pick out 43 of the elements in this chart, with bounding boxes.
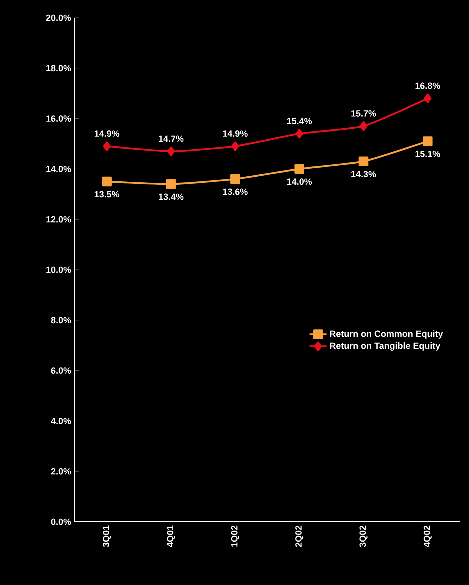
y-tick-label: 2.0%	[51, 468, 72, 475]
point	[358, 156, 369, 167]
data-label: 13.4%	[159, 194, 184, 200]
y-tick-label: 0.0%	[51, 518, 72, 526]
data-label: 13.6%	[223, 188, 248, 196]
y-tick-label: 6.0%	[51, 368, 72, 374]
legend-label: Return on Tangible Equity	[330, 342, 441, 351]
data-label: 14.9%	[94, 130, 120, 138]
x-tick-label: 2Q02	[296, 526, 304, 548]
data-label: 15.4%	[287, 118, 312, 124]
data-label: 13.5%	[94, 191, 120, 198]
x-tick-label: 3Q02	[360, 526, 368, 548]
point	[102, 176, 112, 187]
y-tick-label: 12.0%	[46, 216, 72, 223]
point	[166, 179, 176, 190]
data-label: 15.7%	[352, 110, 376, 117]
data-label: 15.1%	[416, 150, 440, 158]
y-tick-label: 10.0%	[46, 266, 72, 274]
x-tick-label: 4Q01	[167, 526, 176, 548]
point	[360, 121, 368, 132]
y-tick-label: 4.0%	[51, 418, 72, 424]
x-tick-label: 3Q01	[103, 526, 112, 548]
point	[230, 174, 240, 184]
data-label: 14.7%	[159, 136, 184, 142]
y-tick-label: 20.0%	[46, 14, 72, 22]
point	[296, 129, 304, 139]
data-label: 14.3%	[352, 171, 376, 178]
y-tick-label: 16.0%	[46, 116, 72, 122]
x-tick-label: 1Q02	[231, 526, 240, 547]
point	[232, 142, 240, 152]
point	[167, 146, 176, 156]
y-tick-label: 14.0%	[46, 166, 72, 172]
point	[294, 164, 304, 174]
x-tick-label: 4Q02	[424, 526, 432, 548]
data-label: 14.9%	[223, 130, 248, 138]
point	[424, 94, 432, 104]
y-tick-label: 18.0%	[46, 65, 72, 72]
point	[103, 142, 111, 152]
data-label: 14.0%	[287, 178, 312, 186]
point	[423, 136, 433, 146]
legend-label: Return on Common Equity	[330, 330, 444, 339]
y-tick-label: 8.0%	[51, 317, 72, 324]
data-label: 16.8%	[416, 82, 440, 90]
